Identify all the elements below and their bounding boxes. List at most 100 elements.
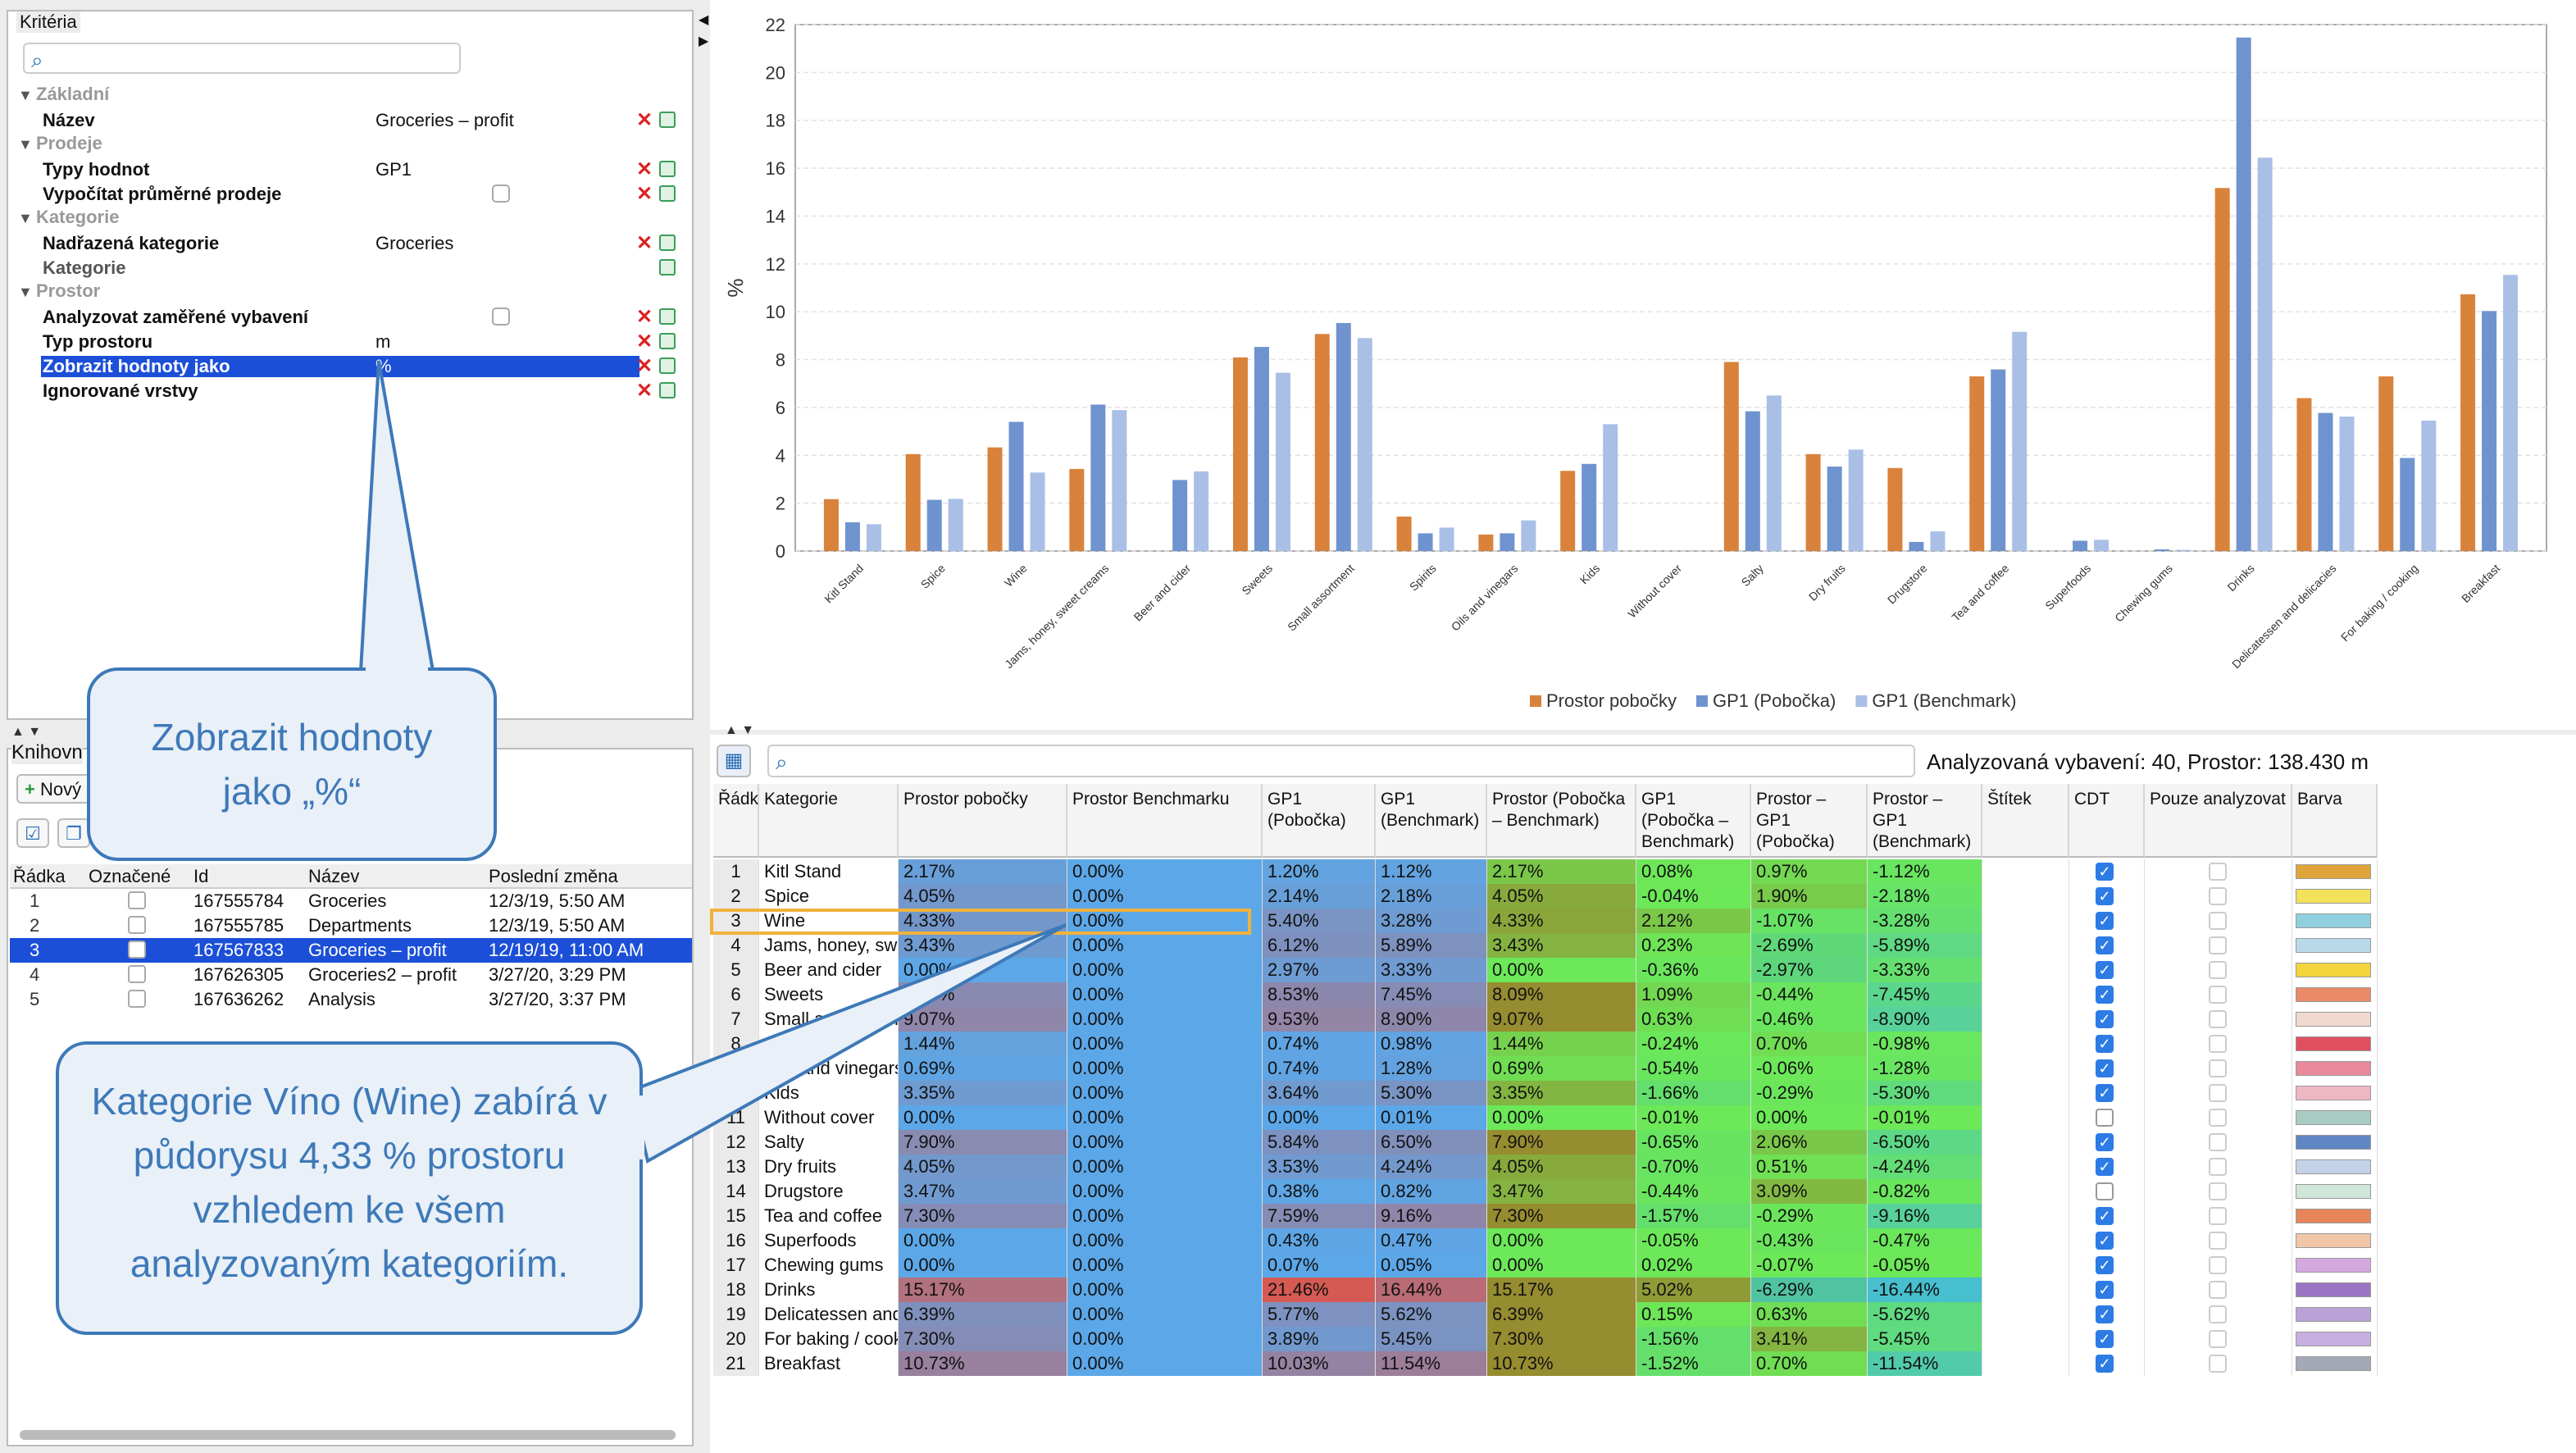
table-cell[interactable]: 0.00% xyxy=(1067,1130,1263,1155)
table-cell[interactable]: 4.05% xyxy=(1487,1155,1636,1179)
analyze-only-checkbox[interactable] xyxy=(2209,912,2227,930)
row-number[interactable]: 17 xyxy=(713,1253,759,1278)
color-swatch[interactable] xyxy=(2296,1159,2371,1174)
table-cell[interactable]: 16.44% xyxy=(1376,1278,1487,1302)
clear-icon[interactable]: ✕ xyxy=(636,330,653,353)
table-cell[interactable]: 6.12% xyxy=(1263,933,1376,958)
table-cell[interactable]: 0.74% xyxy=(1263,1032,1376,1056)
criteria-row[interactable]: Kategorie xyxy=(18,256,690,280)
table-cell[interactable]: -1.07% xyxy=(1751,909,1868,933)
table-cell[interactable]: 0.00% xyxy=(1067,1056,1263,1081)
library-column-header[interactable]: Id xyxy=(193,866,209,886)
table-cell[interactable]: -0.65% xyxy=(1636,1130,1751,1155)
tag-cell[interactable] xyxy=(1982,884,2069,909)
table-cell[interactable]: 3.09% xyxy=(1751,1179,1868,1204)
tag-cell[interactable] xyxy=(1982,1081,2069,1105)
analyze-only-checkbox[interactable] xyxy=(2209,1109,2227,1127)
table-cell[interactable]: 2.17% xyxy=(1487,859,1636,884)
table-cell[interactable]: 7.90% xyxy=(1487,1130,1636,1155)
edit-icon[interactable] xyxy=(659,112,676,128)
analyze-only-checkbox[interactable] xyxy=(2209,1281,2227,1299)
table-cell[interactable]: 0.00% xyxy=(1067,1253,1263,1278)
table-cell[interactable]: 2.12% xyxy=(1636,909,1751,933)
criteria-group[interactable]: ▼ Kategorie xyxy=(18,207,690,231)
table-cell[interactable]: 3.35% xyxy=(1487,1081,1636,1105)
cdt-checkbox[interactable]: ✓ xyxy=(2096,1158,2114,1176)
color-swatch[interactable] xyxy=(2296,913,2371,928)
color-cell[interactable] xyxy=(2292,1155,2378,1179)
table-cell[interactable]: 0.00% xyxy=(1751,1105,1868,1130)
color-swatch[interactable] xyxy=(2296,1356,2371,1371)
bar[interactable] xyxy=(1172,480,1188,551)
criteria-row[interactable]: Nadřazená kategorie Groceries ✕ xyxy=(18,231,690,256)
table-cell[interactable]: -2.18% xyxy=(1868,884,1982,909)
table-cell[interactable]: 5.45% xyxy=(1376,1327,1487,1351)
table-cell[interactable]: 7.30% xyxy=(899,1204,1067,1228)
color-swatch[interactable] xyxy=(2296,889,2371,904)
table-cell[interactable]: 2.06% xyxy=(1751,1130,1868,1155)
library-row[interactable]: 3 167567833 Groceries – profit 12/19/19, 11… xyxy=(10,938,692,963)
bar[interactable] xyxy=(1887,467,1903,551)
library-column-header[interactable]: Řádka xyxy=(13,866,66,886)
row-number[interactable]: 21 xyxy=(713,1351,759,1376)
table-cell[interactable]: 5.40% xyxy=(1263,909,1376,933)
color-swatch[interactable] xyxy=(2296,1135,2371,1150)
table-cell[interactable]: 0.00% xyxy=(1067,1327,1263,1351)
color-swatch[interactable] xyxy=(2296,864,2371,879)
select-all-icon[interactable]: ☑ xyxy=(16,818,49,848)
tag-cell[interactable] xyxy=(1982,909,2069,933)
bar[interactable] xyxy=(1969,376,1985,551)
table-cell[interactable]: 0.00% xyxy=(1487,1105,1636,1130)
criteria-checkbox[interactable] xyxy=(492,184,510,203)
category-name[interactable]: Tea and coffee xyxy=(759,1204,899,1228)
cdt-checkbox[interactable]: ✓ xyxy=(2096,912,2114,930)
table-cell[interactable]: 10.73% xyxy=(899,1351,1067,1376)
row-number[interactable]: 14 xyxy=(713,1179,759,1204)
library-row-checkbox[interactable] xyxy=(128,965,146,983)
table-cell[interactable]: 5.62% xyxy=(1376,1302,1487,1327)
bar[interactable] xyxy=(1254,347,1269,551)
bar[interactable] xyxy=(2236,37,2251,552)
table-cell[interactable]: 3.89% xyxy=(1263,1327,1376,1351)
bar[interactable] xyxy=(1069,468,1085,551)
bar[interactable] xyxy=(1500,533,1515,551)
horizontal-scrollbar[interactable] xyxy=(20,1430,676,1440)
library-row-checkbox[interactable] xyxy=(128,941,146,959)
table-cell[interactable]: -0.82% xyxy=(1868,1179,1982,1204)
table-cell[interactable]: 2.97% xyxy=(1263,958,1376,982)
edit-icon[interactable] xyxy=(659,161,676,177)
table-cell[interactable]: -0.54% xyxy=(1636,1056,1751,1081)
table-cell[interactable]: 1.20% xyxy=(1263,859,1376,884)
table-cell[interactable]: 0.05% xyxy=(1376,1253,1487,1278)
table-column-header[interactable]: Prostor pobočky xyxy=(899,784,1067,858)
table-cell[interactable]: 4.33% xyxy=(899,909,1067,933)
edit-icon[interactable] xyxy=(659,333,676,349)
criteria-row[interactable]: Název Groceries – profit ✕ xyxy=(18,108,690,133)
cdt-checkbox[interactable] xyxy=(2096,1109,2114,1127)
cdt-checkbox[interactable]: ✓ xyxy=(2096,1232,2114,1250)
bar[interactable] xyxy=(1357,338,1372,551)
table-cell[interactable]: 10.03% xyxy=(1263,1351,1376,1376)
table-cell[interactable]: -0.29% xyxy=(1751,1204,1868,1228)
category-name[interactable]: Beer and cider xyxy=(759,958,899,982)
table-cell[interactable]: 0.00% xyxy=(1067,1351,1263,1376)
cdt-checkbox[interactable]: ✓ xyxy=(2096,1010,2114,1028)
table-cell[interactable]: -1.12% xyxy=(1868,859,1982,884)
bar[interactable] xyxy=(1909,541,1924,551)
table-cell[interactable]: 1.12% xyxy=(1376,859,1487,884)
tag-cell[interactable] xyxy=(1982,1278,2069,1302)
table-cell[interactable]: 0.23% xyxy=(1636,933,1751,958)
criteria-row[interactable]: Zobrazit hodnoty jako% ✕ xyxy=(18,354,690,379)
table-cell[interactable]: 7.30% xyxy=(899,1327,1067,1351)
cdt-checkbox[interactable]: ✓ xyxy=(2096,1207,2114,1225)
criteria-group[interactable]: ▼ Základní xyxy=(18,84,690,108)
color-cell[interactable] xyxy=(2292,1278,2378,1302)
cdt-checkbox[interactable]: ✓ xyxy=(2096,936,2114,954)
table-cell[interactable]: 0.15% xyxy=(1636,1302,1751,1327)
color-cell[interactable] xyxy=(2292,933,2378,958)
panel-collapse-arrows-icon[interactable]: ▲ ▼ xyxy=(11,725,42,739)
bar[interactable] xyxy=(1827,466,1842,551)
color-cell[interactable] xyxy=(2292,1253,2378,1278)
table-cell[interactable]: 0.00% xyxy=(1067,1155,1263,1179)
table-cell[interactable]: 1.44% xyxy=(1487,1032,1636,1056)
